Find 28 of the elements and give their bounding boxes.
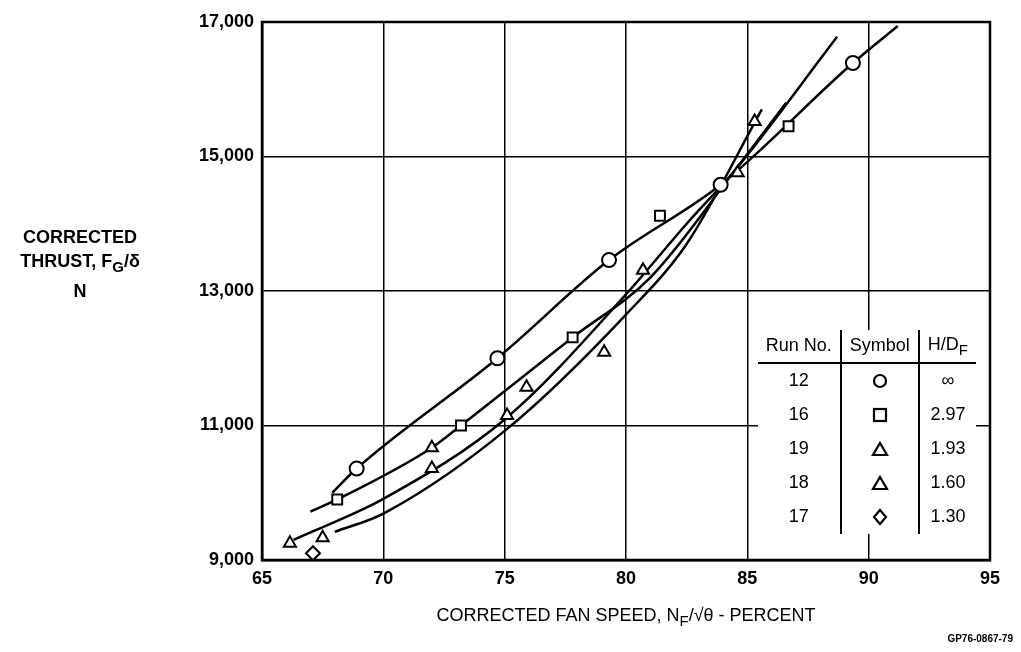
text: CORRECTED THRUST, F$_{G}$/δ N [20, 227, 140, 301]
legend-label: 18 [787, 471, 810, 495]
annotation: 1.93 [929, 437, 967, 461]
annotation: Symbol [840, 330, 919, 363]
legend-label: 19 [787, 437, 810, 461]
text: GP76-0867-79 [947, 633, 1013, 644]
legend-title: Run No. [757, 330, 841, 363]
legend-label: 12 [787, 369, 810, 393]
x-tick-label: 75 [494, 567, 515, 588]
annotation: 1.30 [929, 505, 967, 529]
y-tick-label: 13,000 [198, 279, 254, 300]
y-tick-label: 9,000 [208, 548, 254, 569]
y-tick-label: 15,000 [198, 145, 254, 166]
y-tick-label: 17,000 [198, 10, 254, 31]
x-tick-label: 95 [979, 567, 1001, 588]
x-tick-label: 65 [251, 567, 273, 588]
annotation: 1.60 [929, 471, 967, 495]
x-tick-label: 80 [615, 567, 637, 588]
x-tick-label: 85 [737, 567, 758, 588]
legend-label: 17 [787, 505, 810, 529]
x-tick-label: 70 [373, 567, 394, 588]
x-tick-label: 90 [858, 567, 879, 588]
y-tick-label: 11,000 [199, 414, 254, 435]
annotation: 2.97 [929, 403, 967, 427]
legend-label: 16 [787, 403, 810, 427]
annotation: ∞ [940, 369, 956, 393]
x-axis-title: CORRECTED FAN SPEED, N$_{F}$/√θ - PERCENT [435, 605, 817, 629]
annotation: H/D$_{F}$ [918, 330, 976, 363]
